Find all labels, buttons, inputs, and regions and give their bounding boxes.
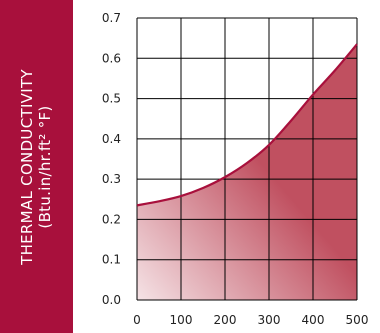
x-tick-label: 100 <box>170 313 193 327</box>
x-tick-label: 300 <box>258 313 281 327</box>
y-axis-title-bar: THERMAL CONDUCTIVITY (Btu.in/hr.ft² °F) <box>0 0 73 333</box>
y-tick-label: 0.6 <box>102 51 121 65</box>
y-tick-label: 0.3 <box>102 172 121 186</box>
x-tick-label: 400 <box>302 313 325 327</box>
series-line <box>136 43 358 207</box>
y-tick-label: 0.7 <box>102 11 121 25</box>
x-tick-label: 0 <box>133 313 141 327</box>
y-tick-label: 0.1 <box>102 253 121 267</box>
y-tick-label: 0.0 <box>102 293 121 307</box>
y-tick-label: 0.4 <box>102 132 121 146</box>
y-tick-label: 0.5 <box>102 92 121 106</box>
x-tick-label: 500 <box>346 313 369 327</box>
y-tick-label: 0.2 <box>102 212 121 226</box>
x-tick-label: 200 <box>214 313 237 327</box>
